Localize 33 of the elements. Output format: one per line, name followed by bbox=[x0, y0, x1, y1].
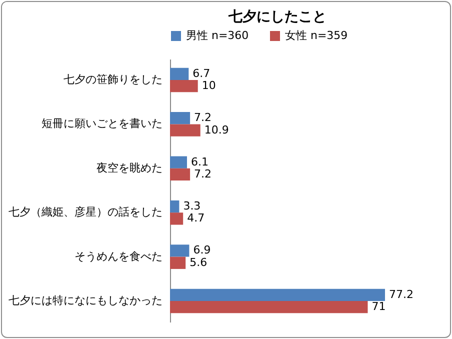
bar bbox=[170, 200, 180, 213]
bar bbox=[170, 68, 189, 80]
data-label: 3.3 bbox=[183, 200, 201, 213]
data-label: 10.9 bbox=[204, 123, 229, 136]
bar bbox=[170, 301, 368, 314]
data-label: 71 bbox=[372, 300, 386, 314]
y-tick-label: 夜空を眺めた bbox=[96, 161, 162, 174]
bar bbox=[170, 168, 190, 181]
data-label: 6.9 bbox=[193, 244, 211, 257]
data-label: 6.1 bbox=[190, 155, 208, 168]
bar bbox=[170, 256, 186, 269]
bar bbox=[170, 244, 190, 257]
y-tick-label: 七夕には特になにもしなかった bbox=[8, 294, 162, 308]
y-tick-label: 七夕（織姫、彦星）の話をした bbox=[8, 206, 162, 219]
data-label: 6.7 bbox=[192, 66, 210, 80]
y-tick-label: 七夕の笹飾りをした bbox=[64, 72, 162, 86]
bar bbox=[170, 112, 190, 124]
data-label: 77.2 bbox=[389, 288, 414, 301]
bar bbox=[170, 288, 385, 302]
data-label: 4.7 bbox=[187, 212, 205, 225]
legend-label: 男性 n=360 bbox=[186, 29, 249, 42]
bar bbox=[170, 80, 198, 92]
bar bbox=[170, 212, 184, 225]
y-tick-label: そうめんを食べた bbox=[74, 250, 162, 263]
legend-label: 女性 n=359 bbox=[285, 29, 348, 42]
data-label: 7.2 bbox=[194, 111, 212, 124]
data-label: 10 bbox=[202, 79, 216, 92]
data-label: 7.2 bbox=[194, 167, 212, 180]
bar bbox=[170, 156, 187, 168]
data-label: 5.6 bbox=[190, 256, 208, 269]
chart-title: 七夕にしたこと bbox=[228, 9, 326, 25]
y-tick-label: 短冊に願いごとを書いた bbox=[42, 117, 162, 130]
bar bbox=[170, 124, 200, 136]
